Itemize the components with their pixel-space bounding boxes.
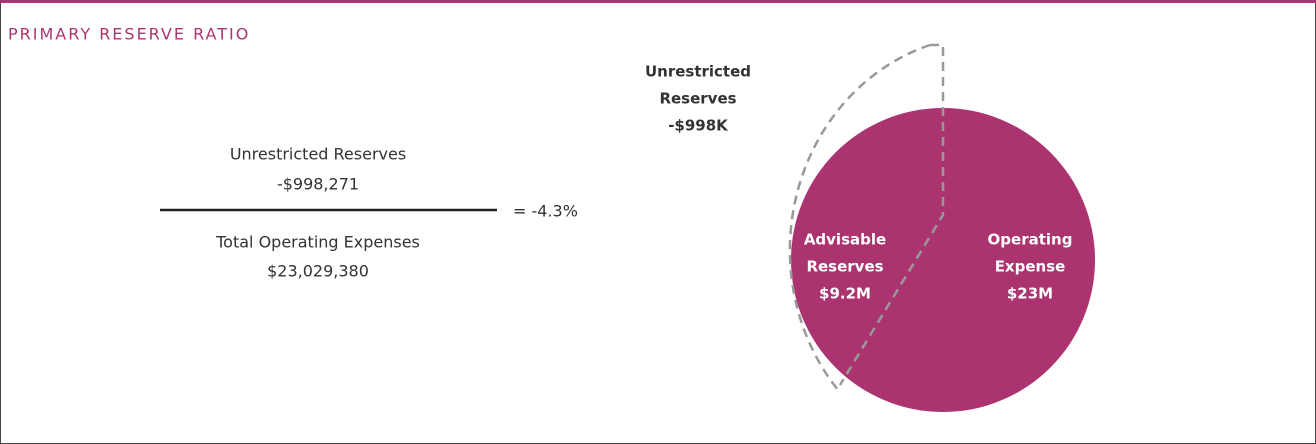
operating-label: Expense [995, 258, 1066, 276]
unrestricted-label: Unrestricted [645, 63, 751, 81]
advisable-label: Advisable [804, 231, 886, 249]
panel-title: PRIMARY RESERVE RATIO [8, 25, 250, 44]
dashed-arc [788, 43, 931, 391]
advisable-label: $9.2M [819, 285, 871, 303]
operating-label: Operating [988, 231, 1073, 249]
advisable-label: Reserves [806, 258, 883, 276]
denominator-label: Total Operating Expenses [215, 233, 420, 252]
ratio-result: = -4.3% [513, 202, 578, 221]
numerator-label: Unrestricted Reserves [230, 145, 406, 164]
reserve-circle [791, 108, 1095, 412]
diagram-labels: Unrestricted Reserves -$998K Advisable Reser… [645, 63, 1072, 303]
unrestricted-label: Reserves [659, 90, 736, 108]
dashed-divider [838, 43, 945, 386]
unrestricted-label: -$998K [668, 117, 729, 135]
operating-label: $23M [1007, 285, 1053, 303]
numerator-value: -$998,271 [277, 175, 359, 194]
top-accent [0, 0, 1316, 3]
denominator-value: $23,029,380 [267, 262, 369, 281]
